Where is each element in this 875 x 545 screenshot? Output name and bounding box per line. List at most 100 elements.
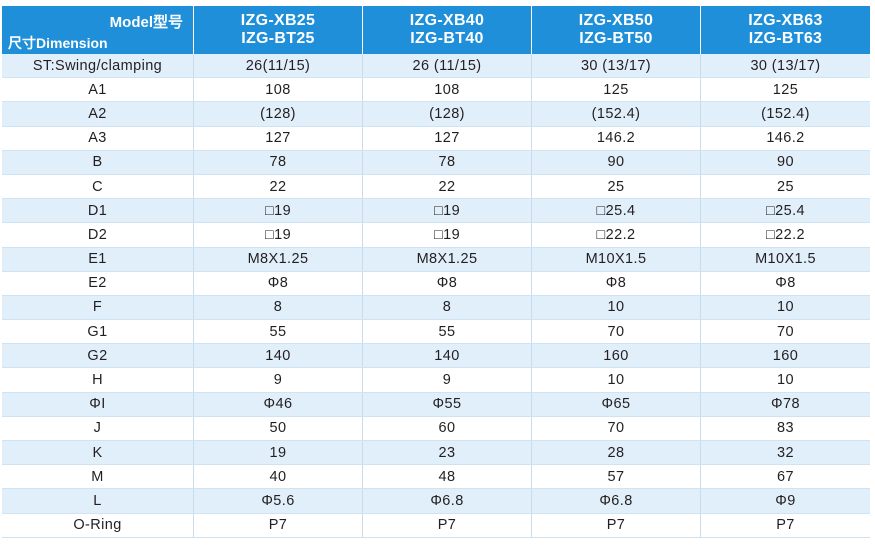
dimension-label-cell: M [2,465,194,489]
dimension-label-cell: D2 [2,223,194,247]
table-row: C 22 22 25 25 [2,174,870,200]
value-cell: (128) [363,102,532,126]
value-cell: 57 [532,465,701,489]
value-cell: 146.2 [766,130,805,147]
value-cell: Φ5.6 [194,489,363,513]
table-row: A3 127 127 146.2 146.2 [2,126,870,151]
value-cell: 30 (13/17) [532,54,701,78]
value-cell: 26(11/15) [194,54,363,78]
value-cell: 10 [532,295,701,320]
model-label: Model型号 [109,14,183,31]
value-cell: P7 [363,513,532,537]
value-cell: 22 [194,174,363,199]
dimension-label-cell: A2 [2,102,194,126]
table-row: A2 (128) (128) (152.4) (152.4) [2,102,870,127]
table-header: Model型号 尺寸Dimension IZG-XB25 IZG-BT25 IZ… [2,6,870,54]
value-cell: 40 [194,465,363,489]
dimension-label-cell: ΦI [2,392,194,416]
value-cell: 10 [532,368,701,392]
value-cell: 28 [532,441,701,465]
value-cell: 146.2 [532,126,701,150]
value-cell: 90 [777,154,794,171]
value-cell: Φ8 [363,271,532,295]
value-cell: M8X1.25 [363,247,532,271]
value-cell: 67 [777,468,794,485]
table-row: B 78 78 90 90 [2,150,870,175]
table-row: L Φ5.6 Φ6.8 Φ6.8 Φ9 [2,489,870,514]
dimension-label-cell: F [2,295,194,320]
value-cell: Φ9 [775,492,796,509]
value-cell: □22.2 [766,226,805,243]
value-cell: □19 [194,199,363,223]
dimension-label-cell: J [2,416,194,440]
value-cell: Φ6.8 [532,489,701,513]
value-cell: □22.2 [532,223,701,247]
table-row: G2 140 140 160 160 [2,344,870,369]
model-column-header: IZG-XB40 IZG-BT40 [363,6,532,54]
table-row: A1 108 108 125 125 [2,78,870,103]
value-cell: 70 [777,323,794,340]
value-cell: 22 [363,174,532,199]
value-cell: 90 [532,150,701,174]
model-column-header: IZG-XB63 IZG-BT63 [701,6,870,54]
value-cell: M10X1.5 [532,247,701,271]
value-cell: 10 [777,299,794,316]
value-cell: Φ8 [775,275,796,292]
table-row: D1 □19 □19 □25.4 □25.4 [2,199,870,224]
dimension-label-cell: ST:Swing/clamping [2,54,194,78]
value-cell: 8 [194,295,363,320]
value-cell: □25.4 [532,199,701,223]
header-corner-cell: Model型号 尺寸Dimension [2,6,194,54]
value-cell: 10 [777,372,794,389]
dimension-label-cell: L [2,489,194,513]
value-cell: Φ55 [363,392,532,416]
table-row: K 19 23 28 32 [2,441,870,466]
value-cell: 127 [363,126,532,150]
value-cell: 30 (13/17) [750,57,821,74]
model-name-line2: IZG-BT25 [241,30,315,47]
value-cell: 55 [194,320,363,344]
value-cell: 160 [532,344,701,368]
value-cell: 55 [363,320,532,344]
dimension-label-cell: K [2,441,194,465]
value-cell: 26 (11/15) [363,54,532,78]
value-cell: 140 [194,344,363,368]
value-cell: 25 [777,178,794,195]
model-name-line2: IZG-BT63 [748,30,823,47]
spec-table: Model型号 尺寸Dimension IZG-XB25 IZG-BT25 IZ… [2,6,870,538]
model-name-line1: IZG-XB50 [578,12,654,29]
value-cell: 9 [194,368,363,392]
value-cell: 70 [532,320,701,344]
model-name-line2: IZG-BT50 [579,30,653,47]
value-cell: 78 [194,150,363,174]
dimension-label-cell: B [2,150,194,174]
dimension-label-cell: D1 [2,199,194,223]
value-cell: 50 [194,416,363,440]
model-name-line1: IZG-XB63 [748,12,823,29]
value-cell: □25.4 [766,202,805,219]
dimension-label-cell: E2 [2,271,194,295]
value-cell: 8 [363,295,532,320]
value-cell: 127 [194,126,363,150]
value-cell: 25 [532,174,701,199]
model-name-line1: IZG-XB40 [409,12,485,29]
table-row: ΦI Φ46 Φ55 Φ65 Φ78 [2,392,870,417]
table-row: M 40 48 57 67 [2,465,870,490]
value-cell: □19 [363,199,532,223]
value-cell: Φ46 [194,392,363,416]
table-row: J 50 60 70 83 [2,416,870,441]
value-cell: Φ8 [194,271,363,295]
value-cell: Φ6.8 [363,489,532,513]
dimension-label-cell: G2 [2,344,194,368]
table-row: E2 Φ8 Φ8 Φ8 Φ8 [2,271,870,296]
table-body: ST:Swing/clamping 26(11/15) 26 (11/15) 30 (… [2,54,870,538]
table-row: ST:Swing/clamping 26(11/15) 26 (11/15) 30 (… [2,54,870,79]
value-cell: 125 [772,81,799,98]
value-cell: P7 [194,513,363,537]
value-cell: P7 [776,517,795,534]
value-cell: 19 [194,441,363,465]
value-cell: 70 [532,416,701,440]
table-row: F 8 8 10 10 [2,295,870,321]
value-cell: □19 [194,223,363,247]
value-cell: (152.4) [761,105,810,122]
